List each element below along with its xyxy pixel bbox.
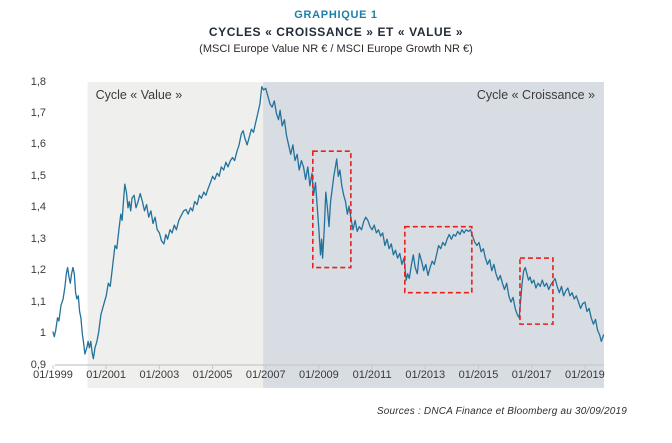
y-tick-label: 1,1 [30, 295, 46, 308]
highlight-rect-2 [404, 225, 473, 294]
highlight-rect-3 [519, 257, 554, 325]
y-tick-label: 1 [39, 327, 46, 340]
y-tick-label: 1,5 [30, 169, 46, 182]
region-label-value: Cycle « Value » [95, 88, 183, 102]
ratio-line [52, 86, 605, 360]
x-tick-label: 01/2003 [139, 369, 180, 381]
y-tick-label: 1,3 [30, 232, 46, 245]
x-tick-label: 01/2001 [86, 369, 127, 381]
x-tick-label: 01/1999 [33, 369, 73, 381]
x-tick-label: 01/2011 [352, 369, 392, 381]
y-tick-label: 1,8 [30, 75, 46, 88]
region-croissance [263, 82, 604, 388]
figure-subtitle: (MSCI Europe Value NR € / MSCI Europe Gr… [199, 43, 473, 55]
figure-title: CYCLES « CROISSANCE » ET « VALUE » [208, 25, 464, 39]
x-tick-label: 01/2019 [564, 369, 605, 381]
y-tick-label: 1,7 [30, 106, 46, 119]
y-tick-label: 1,2 [30, 264, 46, 277]
x-tick-label: 01/2013 [405, 369, 446, 381]
x-tick-label: 01/2017 [511, 369, 552, 381]
region-value [87, 82, 264, 388]
y-tick-label: 0,9 [30, 358, 46, 371]
x-tick-label: 01/2015 [458, 369, 499, 381]
x-tick-label: 01/2005 [192, 369, 233, 381]
source-note: Sources : DNCA Finance et Bloomberg au 3… [376, 406, 627, 417]
figure-kicker: GRAPHIQUE 1 [294, 9, 378, 21]
y-tick-label: 1,6 [30, 138, 46, 151]
region-label-croissance: Cycle « Croissance » [476, 88, 595, 102]
x-tick-label: 01/2007 [245, 369, 286, 381]
highlight-rect-1 [312, 150, 352, 269]
x-tick-label: 01/2009 [299, 369, 339, 381]
y-tick-label: 1,4 [30, 201, 46, 214]
